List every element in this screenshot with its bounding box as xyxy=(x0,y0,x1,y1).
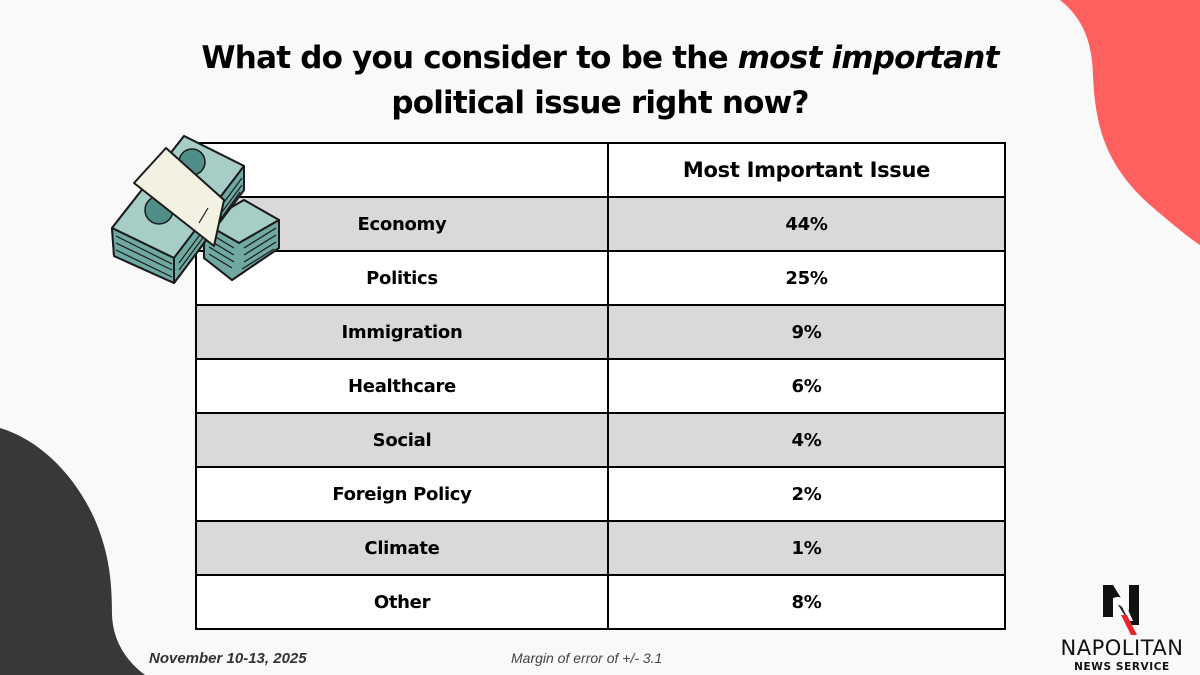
title-line-2: political issue right now? xyxy=(391,85,809,121)
header-cell-value: Most Important Issue xyxy=(607,142,1006,198)
title-emphasis: most important xyxy=(737,40,1000,76)
issue-label: Climate xyxy=(195,520,609,576)
table-header-row: Most Important Issue xyxy=(195,142,1006,198)
logo-subtitle: NEWS SERVICE xyxy=(1074,661,1170,673)
issue-label: Other xyxy=(195,574,609,630)
table-row: Social 4% xyxy=(195,412,1006,468)
table-row: Economy 44% xyxy=(195,196,1006,252)
issue-value: 1% xyxy=(607,520,1006,576)
issue-value: 25% xyxy=(607,250,1006,306)
table-row: Immigration 9% xyxy=(195,304,1006,360)
margin-of-error: Margin of error of +/- 3.1 xyxy=(511,650,663,666)
issue-label: Foreign Policy xyxy=(195,466,609,522)
issue-label: Politics xyxy=(195,250,609,306)
table-row: Healthcare 6% xyxy=(195,358,1006,414)
issue-label: Immigration xyxy=(195,304,609,360)
napolitan-logo: NAPOLITAN NEWS SERVICE xyxy=(1052,582,1192,674)
results-table: Most Important Issue Economy 44% Politics 2… xyxy=(195,142,1006,630)
logo-n-mark-icon xyxy=(1103,585,1139,635)
title-text: What do you consider to be the xyxy=(201,40,738,76)
issue-value: 8% xyxy=(607,574,1006,630)
logo-name: NAPOLITAN xyxy=(1060,636,1184,660)
table-row: Other 8% xyxy=(195,574,1006,630)
issue-label: Social xyxy=(195,412,609,468)
money-stack-icon xyxy=(111,135,280,284)
table-row: Politics 25% xyxy=(195,250,1006,306)
survey-date: November 10-13, 2025 xyxy=(149,650,307,667)
issue-label: Healthcare xyxy=(195,358,609,414)
decorative-red-blob xyxy=(1060,0,1200,245)
decorative-dark-blob xyxy=(0,428,145,675)
issue-value: 44% xyxy=(607,196,1006,252)
issue-value: 6% xyxy=(607,358,1006,414)
page-title: What do you consider to be the most impo… xyxy=(200,36,1000,126)
table-row: Foreign Policy 2% xyxy=(195,466,1006,522)
issue-value: 2% xyxy=(607,466,1006,522)
issue-value: 9% xyxy=(607,304,1006,360)
table-row: Climate 1% xyxy=(195,520,1006,576)
header-cell-category xyxy=(195,142,609,198)
title-line-1: What do you consider to be the most impo… xyxy=(200,36,1000,81)
issue-value: 4% xyxy=(607,412,1006,468)
